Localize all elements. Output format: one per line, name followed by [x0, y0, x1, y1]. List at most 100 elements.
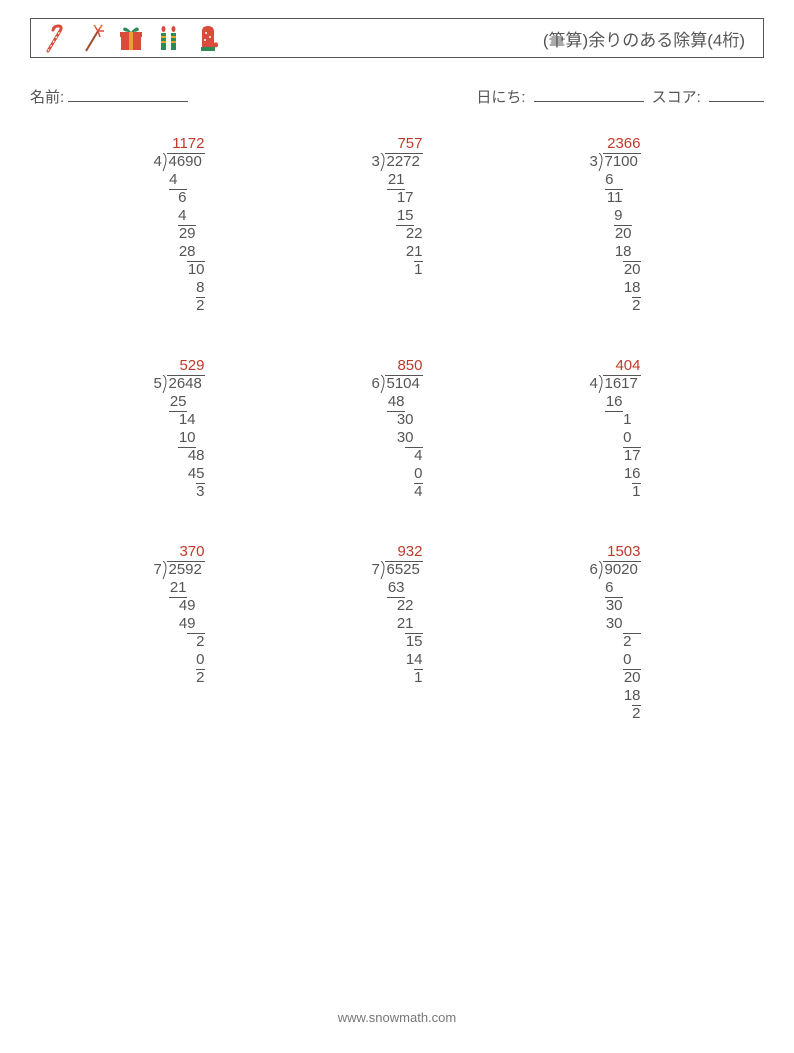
- problem: 7573227221171522211: [308, 135, 486, 315]
- work-step: 2: [154, 297, 205, 315]
- work-step: 30: [372, 429, 423, 447]
- dividend: 7100: [605, 153, 638, 171]
- gift-icon: [117, 22, 145, 54]
- dividend: 2648: [169, 375, 202, 393]
- name-field: 名前:: [30, 86, 188, 107]
- work-step: 30: [590, 597, 641, 615]
- work-step: 48: [154, 447, 205, 465]
- work-step: 63: [372, 579, 423, 597]
- work-step: 18: [590, 243, 641, 261]
- work-step: 1: [372, 669, 423, 687]
- problem: 2366371006119201820182: [526, 135, 704, 315]
- long-division: 37072592214949202: [154, 543, 205, 723]
- division-row: 32272: [372, 153, 423, 171]
- division-row: 72592: [154, 561, 205, 579]
- work-step: 8: [154, 279, 205, 297]
- problems-grid: 1172446904642928108275732272211715222112…: [30, 135, 764, 723]
- long-division: 7573227221171522211: [372, 135, 423, 315]
- score-label: スコア:: [652, 89, 701, 106]
- work-step: 49: [154, 615, 205, 633]
- dividend: 1617: [605, 375, 638, 393]
- work-step: 0: [590, 429, 641, 447]
- name-line: [68, 87, 188, 102]
- work-step: 22: [372, 225, 423, 243]
- work-step: 4: [372, 483, 423, 501]
- quotient: 1172: [154, 135, 205, 153]
- work-step: 30: [590, 615, 641, 633]
- work-step: 16: [590, 393, 641, 411]
- work-step: 1: [590, 411, 641, 429]
- work-step: 1: [372, 261, 423, 279]
- header-box: (筆算)余りのある除算(4桁): [30, 18, 764, 58]
- work-step: 21: [372, 171, 423, 189]
- footer-url: www.snowmath.com: [0, 1010, 794, 1025]
- dividend: 9020: [605, 561, 638, 579]
- work-step: 10: [154, 261, 205, 279]
- dividend: 4690: [169, 153, 202, 171]
- problem: 9327652563222115141: [308, 543, 486, 723]
- quotient: 529: [154, 357, 205, 375]
- work-step: 48: [372, 393, 423, 411]
- quotient: 850: [372, 357, 423, 375]
- work-step: 17: [372, 189, 423, 207]
- work-step: 0: [372, 465, 423, 483]
- division-row: 44690: [154, 153, 205, 171]
- quotient: 404: [590, 357, 641, 375]
- work-step: 0: [590, 651, 641, 669]
- work-step: 4: [154, 171, 205, 189]
- work-step: 25: [154, 393, 205, 411]
- long-division: 9327652563222115141: [372, 543, 423, 723]
- work-step: 15: [372, 633, 423, 651]
- work-step: 20: [590, 261, 641, 279]
- date-line: [534, 87, 644, 102]
- long-division: 150369020630302020182: [590, 543, 641, 723]
- work-step: 2: [154, 633, 205, 651]
- quotient: 1503: [590, 543, 641, 561]
- work-step: 18: [590, 687, 641, 705]
- quotient: 757: [372, 135, 423, 153]
- long-division: 2366371006119201820182: [590, 135, 641, 315]
- meta-row: 名前: 日にち: スコア:: [30, 86, 764, 107]
- work-step: 11: [590, 189, 641, 207]
- work-step: 18: [590, 279, 641, 297]
- work-step: 20: [590, 225, 641, 243]
- mitten-icon: [193, 22, 221, 54]
- dividend: 2592: [169, 561, 202, 579]
- work-step: 16: [590, 465, 641, 483]
- name-label: 名前:: [30, 86, 64, 107]
- work-step: 6: [590, 171, 641, 189]
- firework-icon: [79, 22, 107, 54]
- problem: 11724469046429281082: [90, 135, 268, 315]
- worksheet-page: (筆算)余りのある除算(4桁) 名前: 日にち: スコア: 1172446904…: [0, 0, 794, 1053]
- work-step: 30: [372, 411, 423, 429]
- work-step: 4: [154, 207, 205, 225]
- division-row: 69020: [590, 561, 641, 579]
- work-step: 21: [154, 579, 205, 597]
- long-division: 11724469046429281082: [154, 135, 205, 315]
- work-step: 14: [154, 411, 205, 429]
- work-step: 3: [154, 483, 205, 501]
- work-step: 21: [372, 615, 423, 633]
- quotient: 932: [372, 543, 423, 561]
- candles-icon: [155, 22, 183, 54]
- dividend: 2272: [387, 153, 420, 171]
- score-field: スコア:: [652, 86, 764, 107]
- candy-cane-icon: [41, 22, 69, 54]
- work-step: 2: [154, 669, 205, 687]
- problem: 150369020630302020182: [526, 543, 704, 723]
- work-step: 0: [154, 651, 205, 669]
- dividend: 5104: [387, 375, 420, 393]
- work-step: 49: [154, 597, 205, 615]
- worksheet-title: (筆算)余りのある除算(4桁): [543, 26, 745, 51]
- problem: 37072592214949202: [90, 543, 268, 723]
- division-row: 37100: [590, 153, 641, 171]
- division-row: 52648: [154, 375, 205, 393]
- dividend: 6525: [387, 561, 420, 579]
- work-step: 17: [590, 447, 641, 465]
- work-step: 2: [590, 297, 641, 315]
- work-step: 1: [590, 483, 641, 501]
- work-step: 14: [372, 651, 423, 669]
- work-step: 20: [590, 669, 641, 687]
- quotient: 2366: [590, 135, 641, 153]
- problem: 85065104483030404: [308, 357, 486, 501]
